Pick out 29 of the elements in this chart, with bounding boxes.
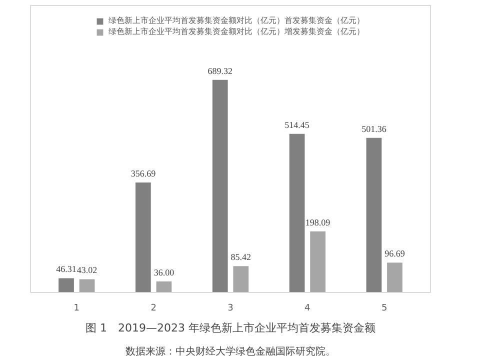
- data-label: 501.36: [362, 124, 387, 134]
- x-tick-label: 1: [74, 304, 80, 314]
- bar: [233, 266, 249, 292]
- text: 图 1 2019—2023 年绿色新上市企业平均首发募集资金额: [86, 322, 376, 334]
- data-label: 514.45: [284, 120, 310, 130]
- data-label: 85.42: [230, 252, 252, 262]
- data-label: 96.69: [384, 248, 406, 259]
- legend-label: 绿色新上市企业平均首发募集资金额对比（亿元）增发募集资金（亿元）: [108, 26, 364, 37]
- data-label: 689.32: [208, 66, 232, 76]
- bar: [212, 80, 228, 292]
- legend-label: 绿色新上市企业平均首发募集资金额对比（亿元）首发募集资金（亿元）: [108, 15, 364, 26]
- x-tick-label: 4: [304, 304, 311, 314]
- x-tick-label: 2: [150, 304, 156, 314]
- data-label: 36.00: [154, 267, 175, 278]
- x-tick-label: 5: [381, 304, 388, 314]
- data-label: 198.09: [305, 217, 331, 228]
- bar: [156, 281, 172, 292]
- data-label: 356.69: [130, 168, 156, 178]
- bar: [387, 262, 402, 292]
- bar: [79, 279, 95, 292]
- bar: [289, 134, 305, 292]
- bar: [58, 278, 74, 292]
- x-tick-label: 3: [228, 304, 234, 314]
- data-label: 43.02: [76, 265, 98, 276]
- source-note: 数据来源：中央财经大学绿色金融国际研究院。: [126, 346, 336, 358]
- bar: [136, 182, 151, 292]
- bar: [310, 231, 326, 292]
- bar: [366, 138, 382, 292]
- data-label: 46.31: [56, 264, 76, 274]
